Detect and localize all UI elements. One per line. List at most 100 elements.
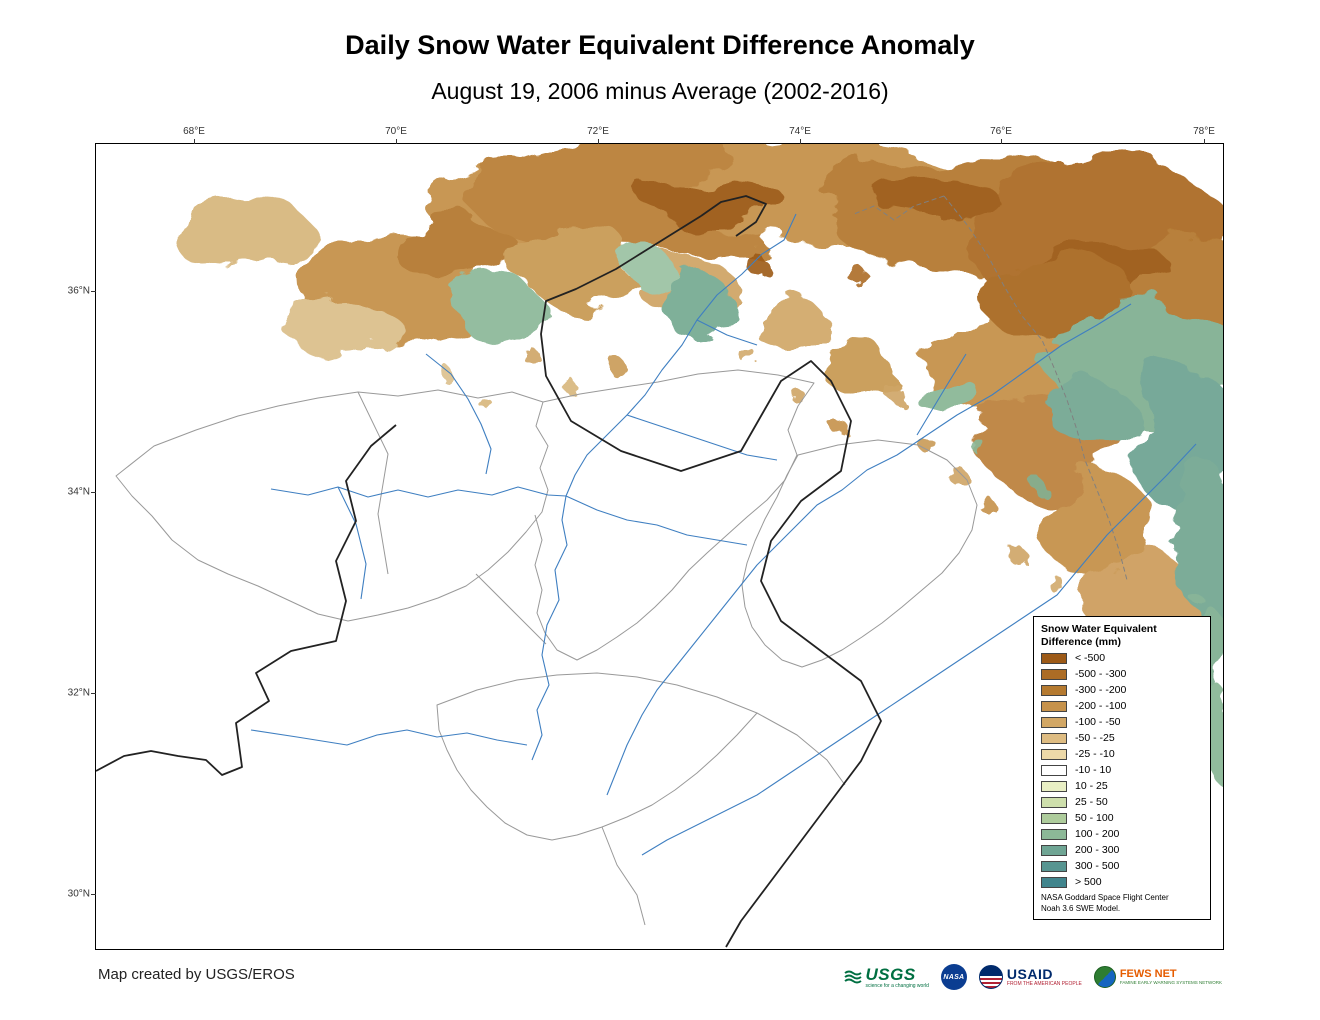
legend-entry: -200 - -100 [1041, 700, 1203, 713]
legend-entry: < -500 [1041, 652, 1203, 665]
lon-tick-label: 74°E [789, 126, 811, 137]
legend-note-line1: NASA Goddard Space Flight Center [1041, 893, 1169, 903]
legend-label: -25 - -10 [1075, 748, 1115, 761]
legend-title-line2: Difference (mm) [1041, 635, 1121, 648]
legend-swatch [1041, 701, 1067, 713]
legend-swatch [1041, 685, 1067, 697]
legend-label: 25 - 50 [1075, 796, 1108, 809]
legend-title-line1: Snow Water Equivalent [1041, 623, 1157, 635]
lat-tick-mark [91, 894, 96, 895]
legend-entry: 200 - 300 [1041, 844, 1203, 857]
legend-swatch [1041, 733, 1067, 745]
lat-tick-label: 30°N [67, 888, 90, 900]
logo-row: USGS science for a changing world NASA U… [843, 960, 1222, 994]
usgs-wordmark: USGS [865, 964, 916, 984]
page-subtitle: August 19, 2006 minus Average (2002-2016… [431, 78, 889, 104]
legend-entry: > 500 [1041, 876, 1203, 889]
legend-swatch [1041, 749, 1067, 761]
legend-label: 10 - 25 [1075, 780, 1108, 793]
lon-tick-label: 68°E [183, 126, 205, 137]
legend-swatch [1041, 829, 1067, 841]
lon-tick-mark [800, 139, 801, 144]
legend-entry: 25 - 50 [1041, 796, 1203, 809]
legend-entry: -25 - -10 [1041, 748, 1203, 761]
legend-entry: 50 - 100 [1041, 812, 1203, 825]
legend-entry: -300 - -200 [1041, 684, 1203, 697]
lon-tick-label: 78°E [1193, 126, 1215, 137]
legend-swatch [1041, 861, 1067, 873]
legend-entry: 300 - 500 [1041, 860, 1203, 873]
lat-tick-mark [91, 693, 96, 694]
fews-globe-icon [1093, 966, 1116, 988]
legend-entry: 100 - 200 [1041, 828, 1203, 841]
legend-label: > 500 [1075, 876, 1102, 889]
legend-label: 200 - 300 [1075, 844, 1120, 857]
lat-tick-mark [91, 291, 96, 292]
legend-entry: -100 - -50 [1041, 716, 1203, 729]
basin-boundary-lines [115, 369, 978, 926]
legend-entry: -10 - 10 [1041, 764, 1203, 777]
legend-label: 100 - 200 [1075, 828, 1120, 841]
legend-swatch [1041, 781, 1067, 793]
lon-tick-label: 76°E [990, 126, 1012, 137]
usaid-tagline: FROM THE AMERICAN PEOPLE [1006, 981, 1082, 987]
legend-label: -200 - -100 [1075, 700, 1127, 713]
legend: Snow Water Equivalent Difference (mm) < … [1033, 616, 1211, 920]
legend-entry: 10 - 25 [1041, 780, 1203, 793]
legend-entry: -500 - -300 [1041, 668, 1203, 681]
legend-label: 50 - 100 [1075, 812, 1114, 825]
legend-label: -50 - -25 [1075, 732, 1115, 745]
terrain-anomaly-layer [176, 144, 1223, 774]
legend-label: -10 - 10 [1075, 764, 1112, 777]
legend-swatch [1041, 797, 1067, 809]
major-basin-outline [96, 195, 882, 948]
legend-label: 300 - 500 [1075, 860, 1120, 873]
legend-swatch [1041, 813, 1067, 825]
lat-tick-mark [91, 492, 96, 493]
legend-swatch [1041, 877, 1067, 889]
usaid-seal-icon [978, 965, 1003, 989]
legend-entry: -50 - -25 [1041, 732, 1203, 745]
nasa-wordmark: NASA [943, 973, 965, 981]
map-frame: 68°E 70°E 72°E 74°E 76°E 78°E 36°N 34°N … [68, 126, 1224, 950]
legend-label: < -500 [1075, 652, 1106, 665]
logo-nasa: NASA [940, 964, 967, 990]
page-title: Daily Snow Water Equivalent Difference A… [345, 30, 975, 60]
legend-title: Snow Water Equivalent Difference (mm) [1041, 623, 1203, 648]
legend-swatch [1041, 765, 1067, 777]
lon-tick-label: 72°E [587, 126, 609, 137]
fews-tagline: FAMINE EARLY WARNING SYSTEMS NETWORK [1119, 979, 1222, 985]
usgs-text: USGS science for a changing world [866, 966, 929, 989]
legend-swatch [1041, 669, 1067, 681]
legend-entries: < -500 -500 - -300 -300 - -200 -200 - -100 -… [1041, 652, 1203, 889]
legend-swatch [1041, 845, 1067, 857]
country-border-line [853, 195, 1128, 581]
legend-label: -100 - -50 [1075, 716, 1121, 729]
lon-tick-mark [194, 139, 195, 144]
lon-tick-mark [1204, 139, 1205, 144]
legend-note: NASA Goddard Space Flight Center Noah 3.… [1041, 893, 1203, 914]
river-lines [250, 213, 1197, 856]
legend-swatch [1041, 653, 1067, 665]
legend-label: -500 - -300 [1075, 668, 1127, 681]
usgs-tagline: science for a changing world [865, 982, 929, 989]
usaid-text: USAID FROM THE AMERICAN PEOPLE [1007, 967, 1082, 987]
lon-tick-mark [598, 139, 599, 144]
logo-usgs: USGS science for a changing world [843, 966, 929, 989]
legend-swatch [1041, 717, 1067, 729]
lon-tick-label: 70°E [385, 126, 407, 137]
legend-label: -300 - -200 [1075, 684, 1127, 697]
map-canvas [96, 144, 1223, 948]
lat-tick-label: 36°N [67, 285, 90, 297]
logo-usaid: USAID FROM THE AMERICAN PEOPLE [978, 965, 1082, 989]
lon-tick-mark [396, 139, 397, 144]
usgs-wave-icon [843, 970, 862, 984]
usaid-wordmark: USAID [1006, 966, 1053, 982]
map-credit: Map created by USGS/EROS [98, 966, 295, 983]
terrain-speckle-layer [439, 254, 1066, 594]
lat-tick-label: 32°N [67, 687, 90, 699]
legend-note-line2: Noah 3.6 SWE Model. [1041, 903, 1121, 913]
nasa-meatball-icon: NASA [940, 964, 967, 990]
lon-tick-mark [1001, 139, 1002, 144]
fews-wordmark: FEWS NET [1119, 967, 1177, 980]
